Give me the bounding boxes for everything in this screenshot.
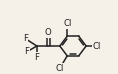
- Text: Cl: Cl: [63, 19, 71, 28]
- Text: Cl: Cl: [56, 64, 64, 73]
- Text: O: O: [45, 28, 52, 37]
- Text: Cl: Cl: [93, 42, 101, 50]
- Text: F: F: [24, 47, 30, 56]
- Text: F: F: [23, 34, 28, 43]
- Text: F: F: [34, 53, 39, 62]
